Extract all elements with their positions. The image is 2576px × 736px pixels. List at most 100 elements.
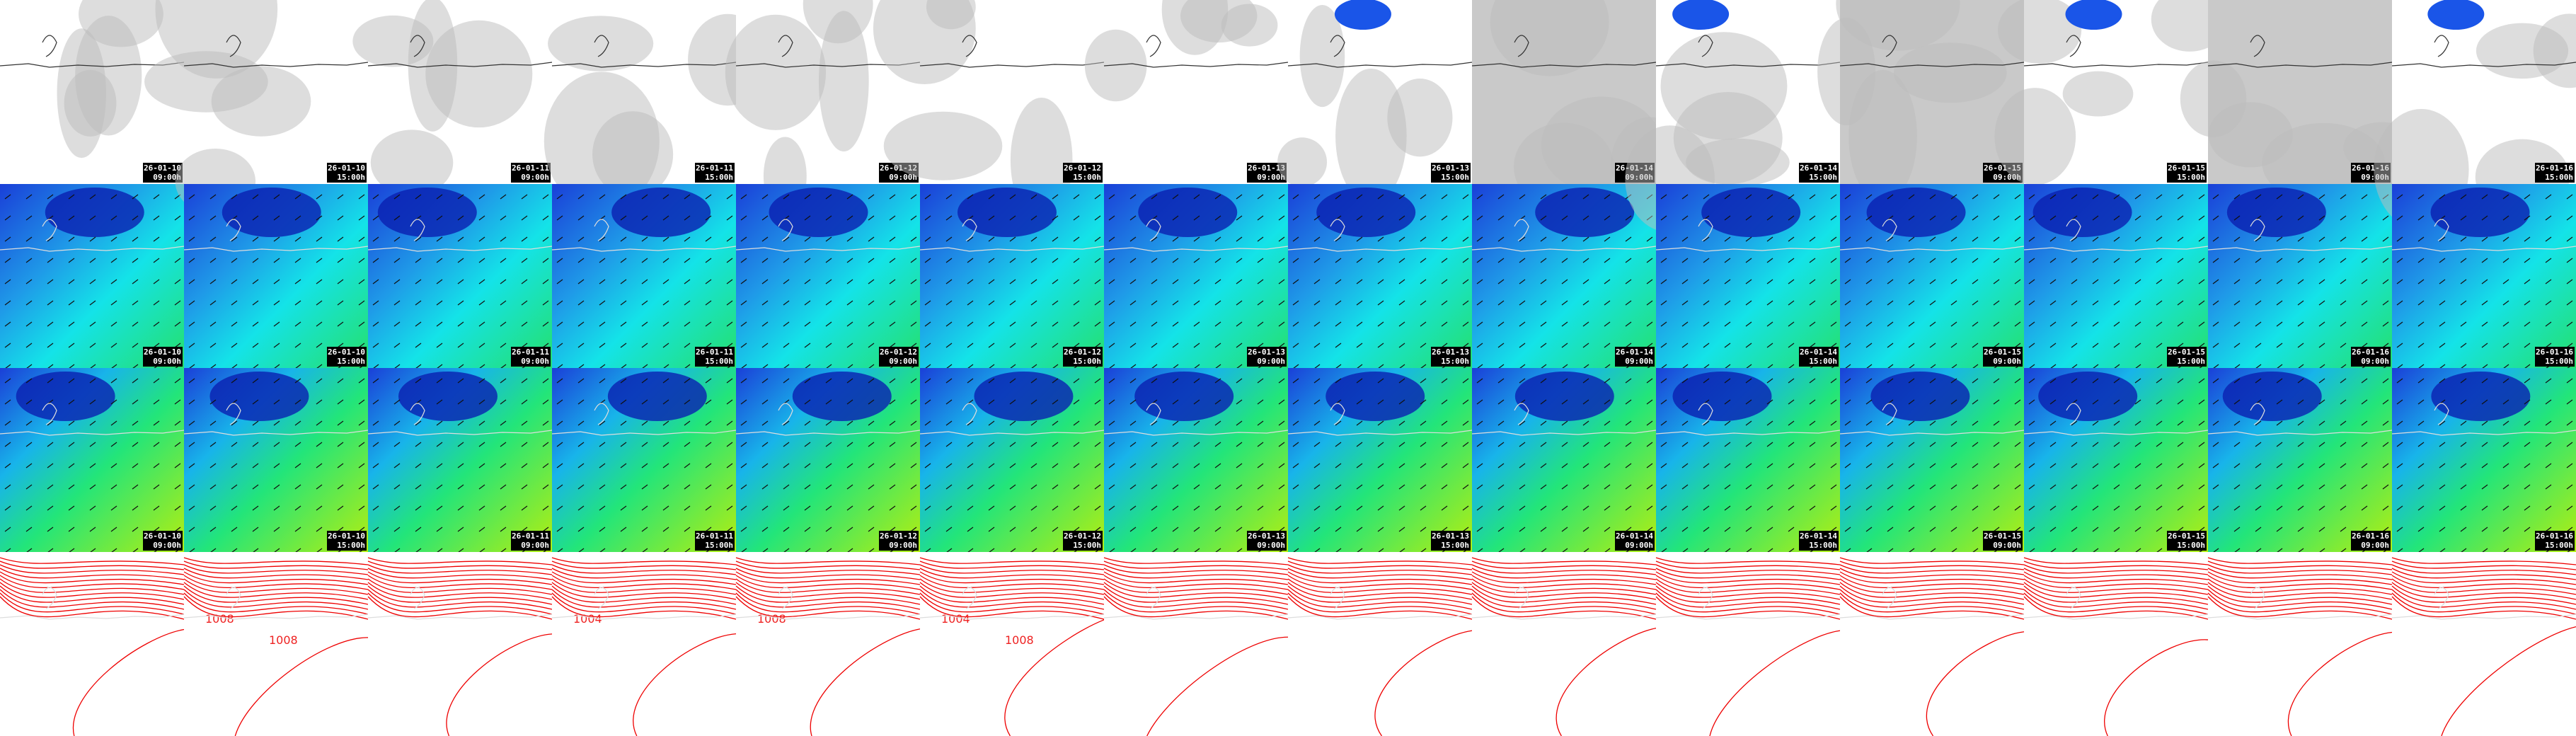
low-core: [1134, 372, 1234, 421]
isobar: [0, 557, 185, 565]
isobar: [1839, 571, 2025, 585]
isobar: [2207, 571, 2393, 585]
coastline: [2023, 587, 2209, 620]
isobar: [1655, 585, 1841, 605]
date-label: 26-01-15: [2168, 347, 2205, 357]
time-label: 09:00h: [521, 541, 549, 550]
isobar: [2023, 589, 2209, 610]
time-label: 09:00h: [2361, 541, 2389, 550]
isobar: [0, 585, 185, 605]
isobar: [1839, 585, 2025, 605]
label-box: [1615, 347, 1655, 367]
isobar: [1839, 557, 2025, 565]
coastline: [1839, 587, 2025, 620]
isobar: [367, 557, 553, 565]
cloud: [1277, 137, 1328, 187]
low-core: [1870, 372, 1970, 421]
isobar: [1709, 630, 1841, 736]
isobar: [183, 568, 369, 580]
time-label: 15:00h: [337, 173, 365, 182]
isobar: [183, 571, 369, 585]
coastline: [0, 587, 185, 620]
isobar: [735, 578, 921, 595]
isobar: [2207, 596, 2393, 620]
cloud: [1180, 0, 1258, 43]
low-core: [2226, 188, 2326, 237]
isobar: [2391, 564, 2576, 575]
coastline: [183, 587, 369, 620]
wind-arrows: [372, 378, 549, 553]
coastline: [0, 219, 185, 252]
isobar: [1471, 568, 1657, 580]
label-box: [1247, 347, 1287, 367]
label-box: [2351, 531, 2391, 551]
cloud: [818, 11, 869, 152]
panel-bg: [1288, 552, 1472, 736]
coastline: [183, 403, 369, 436]
isobar: [1839, 582, 2025, 600]
low-core: [1535, 188, 1635, 237]
low-core: [2222, 372, 2322, 421]
time-label: 15:00h: [1441, 541, 1469, 550]
low-core: [607, 372, 707, 421]
cloud: [1660, 32, 1788, 140]
isobar: [1471, 564, 1657, 575]
isobar: [2207, 557, 2393, 565]
map-panel: [2023, 552, 2209, 736]
label-box: [511, 163, 551, 183]
date-label: 26-01-16: [2352, 347, 2389, 357]
map-panel: [1839, 552, 2025, 736]
map-panel: [1103, 552, 1289, 736]
isobar: [183, 557, 369, 565]
cloud: [883, 111, 1003, 180]
isobar: [183, 585, 369, 605]
cloud: [370, 130, 454, 196]
time-label: 15:00h: [2545, 173, 2573, 182]
coastline: [2207, 587, 2393, 620]
isobar: [1471, 578, 1657, 595]
isobar: [2391, 575, 2576, 590]
low-core: [1701, 188, 1801, 237]
time-label: 09:00h: [1993, 357, 2021, 366]
low-core: [611, 188, 711, 237]
isobar: [1471, 575, 1657, 590]
coastline: [735, 587, 921, 620]
time-label: 09:00h: [1993, 541, 2021, 550]
coastline: [1839, 403, 2025, 436]
label-box: [2167, 531, 2207, 551]
panel-bg: [2024, 552, 2208, 736]
isobar: [1287, 564, 1473, 575]
coastline: [1655, 219, 1841, 252]
isobar: [633, 633, 737, 736]
coastline: [735, 219, 921, 252]
coastline: [919, 219, 1105, 252]
wind-arrows: [2396, 378, 2573, 553]
isobar: [1655, 557, 1841, 565]
map-panel: 1008: [735, 552, 921, 736]
coastline: [183, 219, 369, 252]
isobar: [183, 575, 369, 590]
cloud: [1893, 42, 2007, 103]
wind-arrows: [2212, 378, 2389, 553]
label-box: [2535, 163, 2575, 183]
isobar: [1556, 627, 1657, 736]
isobar: [919, 571, 1105, 585]
wind-arrows: [740, 194, 917, 369]
coastline: [1839, 35, 2025, 68]
wind-arrows: [924, 378, 1101, 553]
isobar: [2207, 560, 2393, 570]
cloud: [1490, 0, 1609, 76]
date-label: 26-01-10: [328, 347, 365, 357]
wind-arrows: [1292, 194, 1469, 369]
isobar: [919, 560, 1105, 570]
isobar: [1471, 596, 1657, 620]
panel-bg: [1104, 552, 1288, 736]
wind-arrows: [2396, 194, 2573, 369]
isobar: [2391, 560, 2576, 570]
isobar: [2207, 585, 2393, 605]
